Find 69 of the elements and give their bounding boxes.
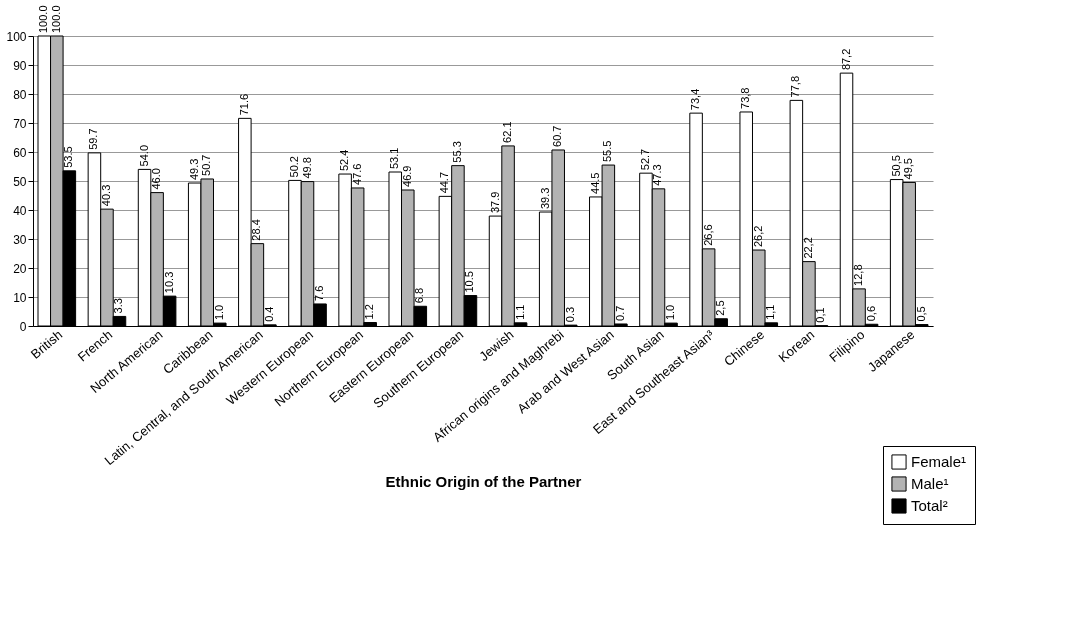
data-label: 0.7 bbox=[613, 305, 626, 321]
data-label: 28.4 bbox=[250, 219, 263, 241]
data-label: 53.5 bbox=[62, 146, 75, 168]
x-axis-title: Ethnic Origin of the Partner bbox=[385, 472, 582, 490]
data-label: 49.3 bbox=[187, 158, 200, 181]
y-tick-label: 30 bbox=[13, 232, 27, 247]
y-tick-label: 60 bbox=[13, 145, 27, 160]
data-label: 52.4 bbox=[338, 149, 351, 172]
y-tick-label: 10 bbox=[13, 290, 27, 305]
data-label: 0,1 bbox=[814, 307, 827, 323]
y-tick-label: 100 bbox=[6, 29, 27, 44]
data-label: 62.1 bbox=[501, 121, 514, 143]
y-tick-label: 20 bbox=[13, 261, 27, 276]
data-label: 47.6 bbox=[350, 163, 363, 185]
data-label: 54.0 bbox=[137, 144, 150, 167]
data-label: 87,2 bbox=[839, 48, 852, 71]
data-label: 52.7 bbox=[638, 148, 651, 171]
data-label: 44.5 bbox=[588, 172, 601, 194]
data-label: 50.7 bbox=[200, 154, 213, 176]
legend-label: Female¹ bbox=[911, 453, 967, 470]
data-label: 6.8 bbox=[413, 287, 426, 304]
data-label: 50.2 bbox=[287, 156, 300, 178]
data-label: 10.5 bbox=[463, 271, 476, 293]
data-label: 22,2 bbox=[801, 237, 814, 259]
data-label: 1.0 bbox=[664, 304, 677, 321]
data-label: 0.3 bbox=[563, 306, 576, 323]
data-label: 73,4 bbox=[689, 88, 702, 111]
data-label: 55.3 bbox=[450, 141, 463, 163]
data-label: 0,6 bbox=[864, 305, 877, 322]
data-label: 60.7 bbox=[551, 125, 564, 147]
data-label: 26,6 bbox=[701, 224, 714, 246]
data-label: 1.2 bbox=[363, 304, 376, 320]
y-tick-label: 40 bbox=[13, 203, 27, 218]
data-label: 37.9 bbox=[488, 191, 501, 214]
data-label: 100.0 bbox=[49, 5, 62, 33]
data-label: 77,8 bbox=[789, 75, 802, 98]
data-label: 100.0 bbox=[37, 5, 50, 33]
legend-label: Male¹ bbox=[911, 475, 949, 492]
legend-label: Total² bbox=[911, 497, 948, 514]
data-label: 39.3 bbox=[538, 187, 551, 210]
data-label: 49.8 bbox=[300, 157, 313, 179]
data-label: 55.5 bbox=[601, 140, 614, 163]
data-label: 1.1 bbox=[513, 304, 526, 320]
data-label: 73,8 bbox=[739, 87, 752, 109]
data-label: 49,5 bbox=[902, 158, 915, 180]
data-label: 3.3 bbox=[112, 298, 125, 314]
data-label: 53.1 bbox=[388, 147, 401, 170]
y-tick-label: 0 bbox=[19, 319, 27, 334]
data-label: 0.4 bbox=[262, 306, 275, 322]
data-label: 50,5 bbox=[889, 155, 902, 177]
data-label: 1.0 bbox=[212, 304, 225, 321]
data-label: 46.9 bbox=[400, 165, 413, 187]
y-tick-label: 50 bbox=[13, 174, 27, 189]
data-label: 44.7 bbox=[438, 171, 451, 194]
data-label: 59.7 bbox=[87, 128, 100, 150]
y-tick-label: 70 bbox=[13, 116, 27, 131]
data-label: 40.3 bbox=[99, 184, 112, 207]
y-tick-label: 90 bbox=[13, 58, 27, 73]
y-tick-label: 80 bbox=[13, 87, 27, 102]
data-label: 71.6 bbox=[237, 93, 250, 116]
data-label: 12,8 bbox=[852, 264, 865, 286]
data-label: 1,1 bbox=[764, 304, 777, 320]
data-label: 47.3 bbox=[651, 164, 664, 186]
data-label: 2,5 bbox=[714, 300, 727, 316]
data-label: 46.0 bbox=[150, 168, 163, 190]
data-label: 10.3 bbox=[162, 271, 175, 294]
data-label: 26,2 bbox=[751, 225, 764, 248]
data-label: 7.6 bbox=[313, 285, 326, 301]
data-label: 0,5 bbox=[914, 306, 927, 322]
